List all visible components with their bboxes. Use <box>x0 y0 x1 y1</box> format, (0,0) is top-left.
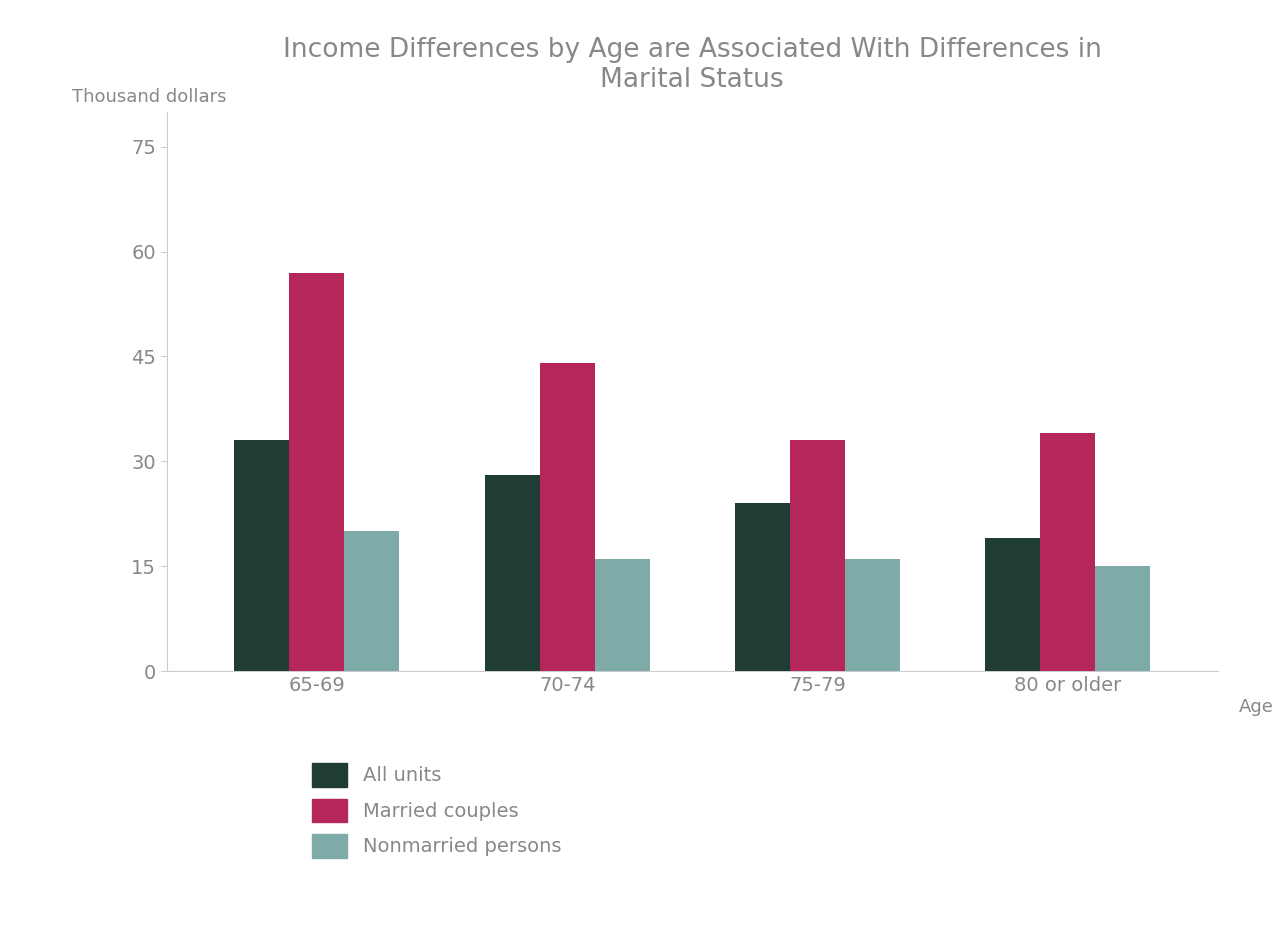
Bar <box>595 559 650 671</box>
Text: Thousand dollars: Thousand dollars <box>72 89 227 106</box>
Legend: All units, Married couples, Nonmarried persons: All units, Married couples, Nonmarried p… <box>303 753 570 868</box>
Bar <box>1095 566 1150 671</box>
Bar <box>290 272 345 671</box>
Bar <box>485 475 540 671</box>
Text: Age: Age <box>1238 698 1274 717</box>
Bar <box>735 503 790 671</box>
Bar <box>790 441 845 671</box>
Bar <box>235 441 290 671</box>
Bar <box>1040 433 1095 671</box>
Bar <box>540 363 595 671</box>
Bar <box>345 531 400 671</box>
Title: Income Differences by Age are Associated With Differences in
Marital Status: Income Differences by Age are Associated… <box>283 37 1101 93</box>
Bar <box>845 559 900 671</box>
Bar <box>985 539 1040 671</box>
